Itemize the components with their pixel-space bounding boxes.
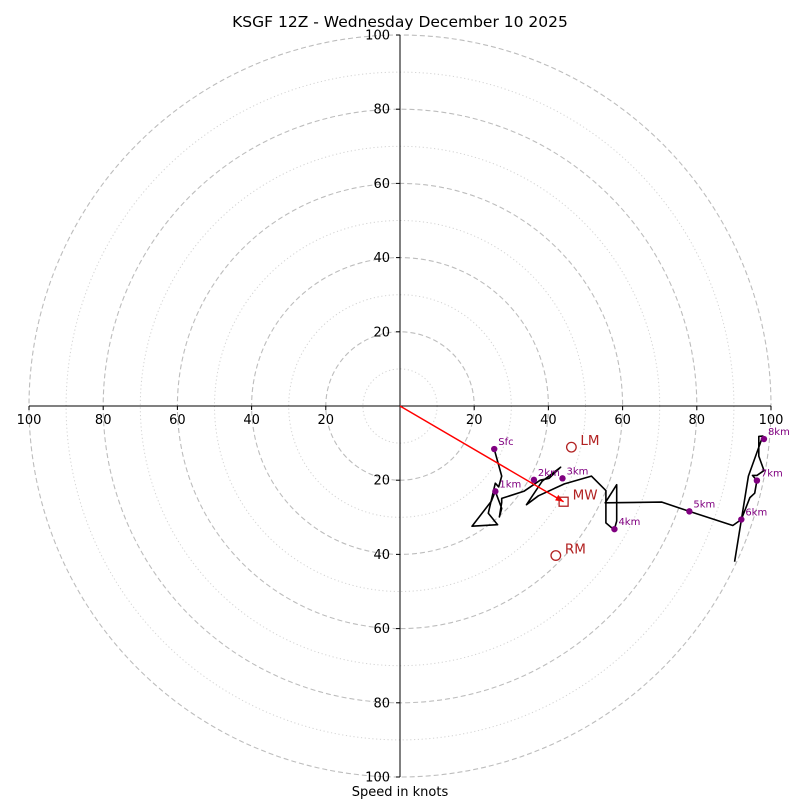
x-tick-label: 40 <box>243 413 260 428</box>
shear-vector-line <box>399 405 564 503</box>
y-tick-label: 80 <box>373 103 390 118</box>
rm-motion-marker <box>550 550 562 561</box>
y-tick-label: 20 <box>373 325 390 340</box>
height-marker-5km <box>686 508 693 515</box>
height-label-1km: 1km <box>499 479 521 490</box>
x-tick-label: 40 <box>540 413 557 428</box>
lm-motion-marker <box>565 441 577 453</box>
mw-label: MW <box>573 488 598 504</box>
y-tick-label: 100 <box>365 29 390 44</box>
x-tick-label: 20 <box>318 413 335 428</box>
y-tick-label: 100 <box>365 771 390 786</box>
height-markers: Sfc 1km 2km 3km 4km 5km 6km 7km 8km <box>491 427 790 533</box>
height-label-4km: 4km <box>618 517 640 528</box>
x-tick-label: 80 <box>689 413 706 428</box>
x-axis-label: Speed in knots <box>352 785 449 800</box>
tick-labels: 100 80 60 40 20 20 40 60 80 100 100 80 60 40 20 20 40 60 8… <box>17 29 784 786</box>
chart-title: KSGF 12Z - Wednesday December 10 2025 <box>232 13 568 31</box>
height-label-7km: 7km <box>761 469 783 480</box>
height-marker-7km <box>753 477 761 484</box>
y-tick-label: 40 <box>373 548 390 563</box>
height-label-3km: 3km <box>566 466 588 477</box>
y-tick-label: 80 <box>373 696 390 711</box>
mean-wind-marker <box>558 496 569 507</box>
x-tick-label: 80 <box>95 413 112 428</box>
height-marker-1km <box>492 488 499 495</box>
height-marker-6km <box>738 516 745 523</box>
y-tick-label: 40 <box>373 251 390 266</box>
height-label-2km: 2km <box>538 468 560 479</box>
wind-trace-line <box>471 435 765 562</box>
rm-label: RM <box>565 542 586 558</box>
height-label-8km: 8km <box>768 427 790 438</box>
y-tick-label: 20 <box>373 474 390 489</box>
height-marker-2km <box>530 476 538 484</box>
height-marker-sfc <box>491 445 498 453</box>
y-tick-label: 60 <box>373 177 390 192</box>
lm-label: LM <box>580 433 599 449</box>
height-marker-8km <box>760 435 768 443</box>
height-label-sfc: Sfc <box>498 437 513 448</box>
y-tick-label: 60 <box>373 622 390 637</box>
height-label-6km: 6km <box>745 508 767 519</box>
height-label-5km: 5km <box>693 499 715 510</box>
x-tick-label: 20 <box>466 413 483 428</box>
height-marker-4km <box>611 525 618 533</box>
x-tick-label: 60 <box>169 413 186 428</box>
x-tick-label: 100 <box>759 413 784 428</box>
wind-trace-layer <box>471 435 765 562</box>
height-marker-3km <box>559 475 566 482</box>
x-tick-label: 100 <box>17 413 42 428</box>
x-tick-label: 60 <box>614 413 631 428</box>
storm-motion-markers: LM MW RM <box>550 433 600 561</box>
